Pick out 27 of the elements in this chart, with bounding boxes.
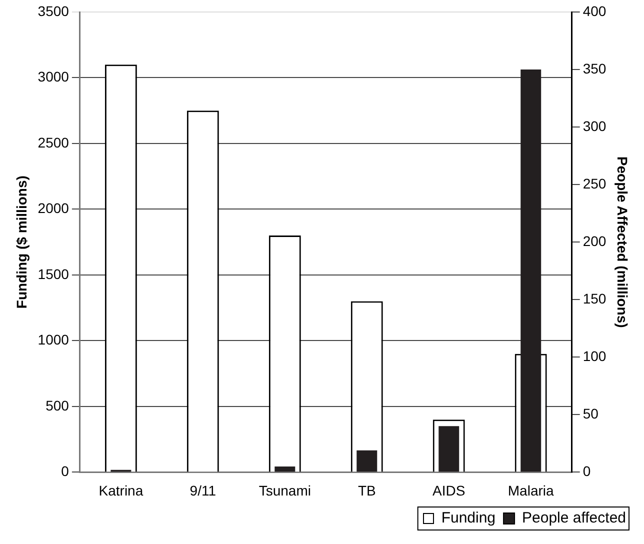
y-tick-label: 500 <box>46 397 70 414</box>
x-tick-label: Tsunami <box>258 482 311 498</box>
y2-tick-label: 100 <box>582 348 606 364</box>
legend-label: People affected <box>522 510 626 527</box>
x-tick-label: TB <box>358 482 376 498</box>
y-tick-label: 3000 <box>38 68 70 85</box>
x-tick-label: Malaria <box>508 482 554 498</box>
y-tick-label: 2500 <box>38 134 70 150</box>
y2-tick-label: 150 <box>582 290 606 306</box>
y-tick-label: 2000 <box>38 200 70 216</box>
text: Funding <box>441 510 496 527</box>
y2-tick-label: 0 <box>582 463 591 480</box>
y2-tick-label: 50 <box>582 406 599 422</box>
y2-tick-label: 200 <box>582 232 606 249</box>
y-tick-label: 0 <box>61 463 70 480</box>
y-axis-title: Funding ($ millions) <box>13 176 30 309</box>
y2-tick-label: 350 <box>582 60 606 76</box>
y-tick-label: 3500 <box>38 2 70 19</box>
y2-axis-title: People Affected (millions) <box>614 156 631 328</box>
x-tick-label: Katrina <box>98 482 144 498</box>
y-tick-label: 1500 <box>38 266 70 282</box>
y2-tick-label: 400 <box>582 2 606 19</box>
x-tick-label: 9/11 <box>190 482 216 498</box>
x-tick-label: AIDS <box>432 482 466 498</box>
y2-tick-label: 300 <box>582 118 606 134</box>
y-tick-label: 1000 <box>38 332 70 348</box>
y2-tick-label: 250 <box>582 175 606 192</box>
